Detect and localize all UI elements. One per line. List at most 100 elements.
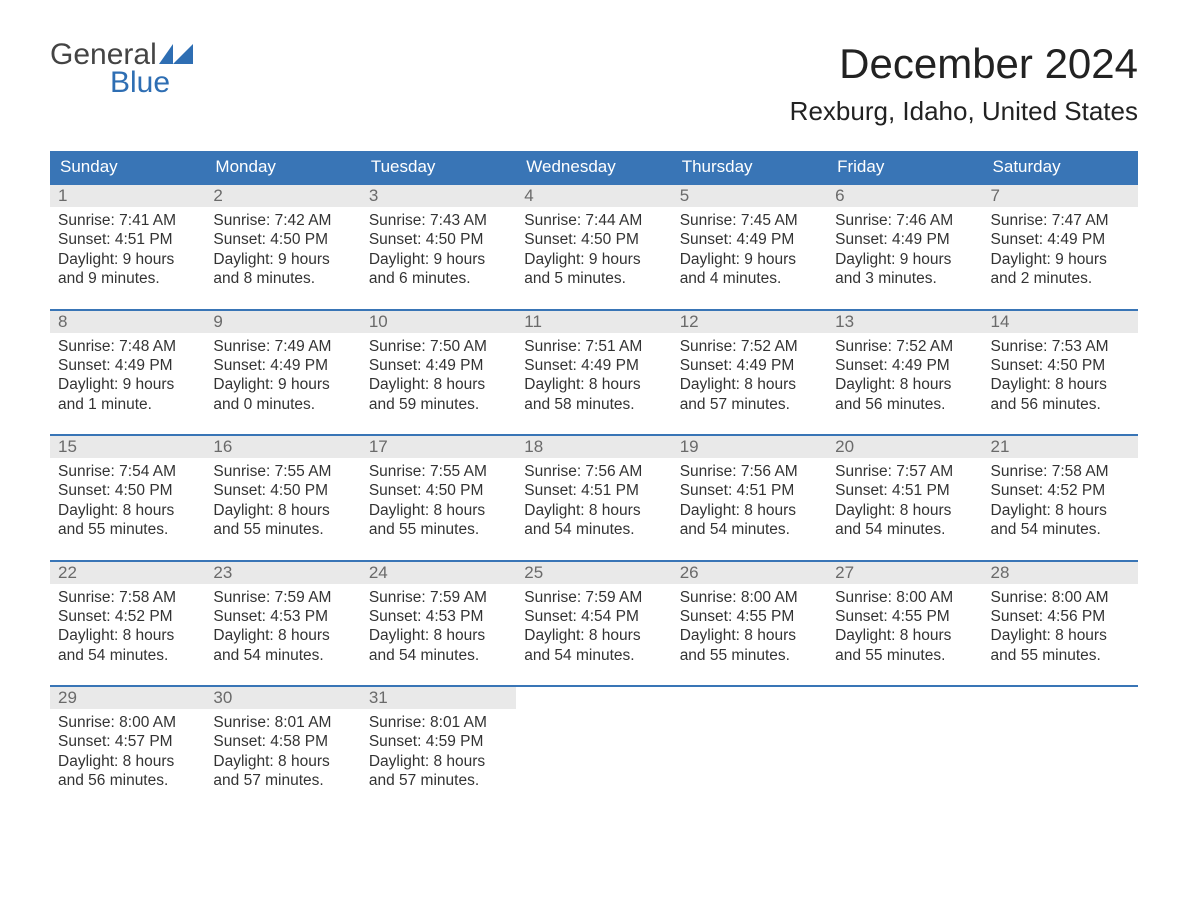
day-cell: 16Sunrise: 7:55 AMSunset: 4:50 PMDayligh… [205,436,360,546]
sunrise-line: Sunrise: 7:53 AM [991,337,1130,356]
sunset-line: Sunset: 4:54 PM [524,607,663,626]
sunset-line: Sunset: 4:50 PM [991,356,1130,375]
day-body: Sunrise: 7:52 AMSunset: 4:49 PMDaylight:… [672,333,827,415]
sunset-line: Sunset: 4:55 PM [680,607,819,626]
day-cell [983,687,1138,797]
daylight-line-1: Daylight: 9 hours [58,250,197,269]
daylight-line-1: Daylight: 9 hours [213,250,352,269]
day-cell: 2Sunrise: 7:42 AMSunset: 4:50 PMDaylight… [205,185,360,295]
day-cell: 21Sunrise: 7:58 AMSunset: 4:52 PMDayligh… [983,436,1138,546]
day-cell: 23Sunrise: 7:59 AMSunset: 4:53 PMDayligh… [205,562,360,672]
logo: General Blue [50,40,193,98]
daylight-line-1: Daylight: 8 hours [369,626,508,645]
sunrise-line: Sunrise: 8:01 AM [213,713,352,732]
daylight-line-1: Daylight: 8 hours [524,501,663,520]
daylight-line-2: and 57 minutes. [369,771,508,790]
day-number: 24 [361,562,516,584]
day-number: 1 [50,185,205,207]
week-row: 1Sunrise: 7:41 AMSunset: 4:51 PMDaylight… [50,183,1138,295]
sunset-line: Sunset: 4:49 PM [369,356,508,375]
daylight-line-1: Daylight: 8 hours [680,626,819,645]
sunrise-line: Sunrise: 8:00 AM [991,588,1130,607]
sunrise-line: Sunrise: 8:01 AM [369,713,508,732]
day-number: 14 [983,311,1138,333]
day-number: 22 [50,562,205,584]
day-cell: 30Sunrise: 8:01 AMSunset: 4:58 PMDayligh… [205,687,360,797]
sunset-line: Sunset: 4:49 PM [835,230,974,249]
day-body: Sunrise: 7:59 AMSunset: 4:53 PMDaylight:… [205,584,360,666]
day-cell: 6Sunrise: 7:46 AMSunset: 4:49 PMDaylight… [827,185,982,295]
sunrise-line: Sunrise: 7:41 AM [58,211,197,230]
daylight-line-1: Daylight: 8 hours [680,501,819,520]
daylight-line-1: Daylight: 8 hours [991,626,1130,645]
daylight-line-1: Daylight: 9 hours [524,250,663,269]
sunset-line: Sunset: 4:53 PM [369,607,508,626]
logo-word-2: Blue [50,68,193,98]
day-cell: 1Sunrise: 7:41 AMSunset: 4:51 PMDaylight… [50,185,205,295]
sunrise-line: Sunrise: 7:58 AM [58,588,197,607]
day-cell: 22Sunrise: 7:58 AMSunset: 4:52 PMDayligh… [50,562,205,672]
day-body: Sunrise: 7:52 AMSunset: 4:49 PMDaylight:… [827,333,982,415]
daylight-line-1: Daylight: 8 hours [213,752,352,771]
daylight-line-2: and 57 minutes. [680,395,819,414]
sunrise-line: Sunrise: 7:48 AM [58,337,197,356]
day-number: 27 [827,562,982,584]
daylight-line-2: and 0 minutes. [213,395,352,414]
day-number: 23 [205,562,360,584]
day-cell: 14Sunrise: 7:53 AMSunset: 4:50 PMDayligh… [983,311,1138,421]
day-body: Sunrise: 7:42 AMSunset: 4:50 PMDaylight:… [205,207,360,289]
sunrise-line: Sunrise: 8:00 AM [58,713,197,732]
sunset-line: Sunset: 4:52 PM [991,481,1130,500]
day-cell [827,687,982,797]
day-cell: 13Sunrise: 7:52 AMSunset: 4:49 PMDayligh… [827,311,982,421]
sunset-line: Sunset: 4:56 PM [991,607,1130,626]
dow-wednesday: Wednesday [516,151,671,183]
day-body: Sunrise: 8:00 AMSunset: 4:56 PMDaylight:… [983,584,1138,666]
day-number: 4 [516,185,671,207]
daylight-line-1: Daylight: 8 hours [991,375,1130,394]
daylight-line-1: Daylight: 9 hours [58,375,197,394]
daylight-line-2: and 8 minutes. [213,269,352,288]
daylight-line-1: Daylight: 8 hours [835,501,974,520]
daylight-line-2: and 57 minutes. [213,771,352,790]
sunset-line: Sunset: 4:58 PM [213,732,352,751]
sunset-line: Sunset: 4:50 PM [524,230,663,249]
daylight-line-2: and 55 minutes. [680,646,819,665]
sunrise-line: Sunrise: 7:42 AM [213,211,352,230]
day-body: Sunrise: 7:41 AMSunset: 4:51 PMDaylight:… [50,207,205,289]
sunrise-line: Sunrise: 7:45 AM [680,211,819,230]
daylight-line-2: and 54 minutes. [58,646,197,665]
sunrise-line: Sunrise: 7:56 AM [680,462,819,481]
day-number: 19 [672,436,827,458]
day-body: Sunrise: 7:53 AMSunset: 4:50 PMDaylight:… [983,333,1138,415]
day-number: 20 [827,436,982,458]
day-number: 6 [827,185,982,207]
day-body: Sunrise: 7:43 AMSunset: 4:50 PMDaylight:… [361,207,516,289]
daylight-line-2: and 54 minutes. [835,520,974,539]
sunset-line: Sunset: 4:51 PM [524,481,663,500]
daylight-line-1: Daylight: 8 hours [835,626,974,645]
daylight-line-2: and 55 minutes. [369,520,508,539]
day-body: Sunrise: 7:59 AMSunset: 4:53 PMDaylight:… [361,584,516,666]
sunrise-line: Sunrise: 7:59 AM [369,588,508,607]
day-body: Sunrise: 7:56 AMSunset: 4:51 PMDaylight:… [672,458,827,540]
daylight-line-2: and 54 minutes. [369,646,508,665]
logo-flag-icon [159,40,193,60]
daylight-line-2: and 54 minutes. [524,520,663,539]
month-title: December 2024 [790,40,1138,88]
daylight-line-2: and 54 minutes. [213,646,352,665]
day-number: 15 [50,436,205,458]
day-cell: 9Sunrise: 7:49 AMSunset: 4:49 PMDaylight… [205,311,360,421]
sunrise-line: Sunrise: 7:56 AM [524,462,663,481]
daylight-line-1: Daylight: 8 hours [58,501,197,520]
daylight-line-1: Daylight: 8 hours [369,752,508,771]
daylight-line-2: and 55 minutes. [835,646,974,665]
day-body: Sunrise: 7:50 AMSunset: 4:49 PMDaylight:… [361,333,516,415]
day-number: 25 [516,562,671,584]
sunset-line: Sunset: 4:49 PM [680,356,819,375]
sunrise-line: Sunrise: 7:57 AM [835,462,974,481]
daylight-line-1: Daylight: 8 hours [213,501,352,520]
daylight-line-1: Daylight: 8 hours [835,375,974,394]
daylight-line-2: and 58 minutes. [524,395,663,414]
dow-header-row: Sunday Monday Tuesday Wednesday Thursday… [50,151,1138,183]
